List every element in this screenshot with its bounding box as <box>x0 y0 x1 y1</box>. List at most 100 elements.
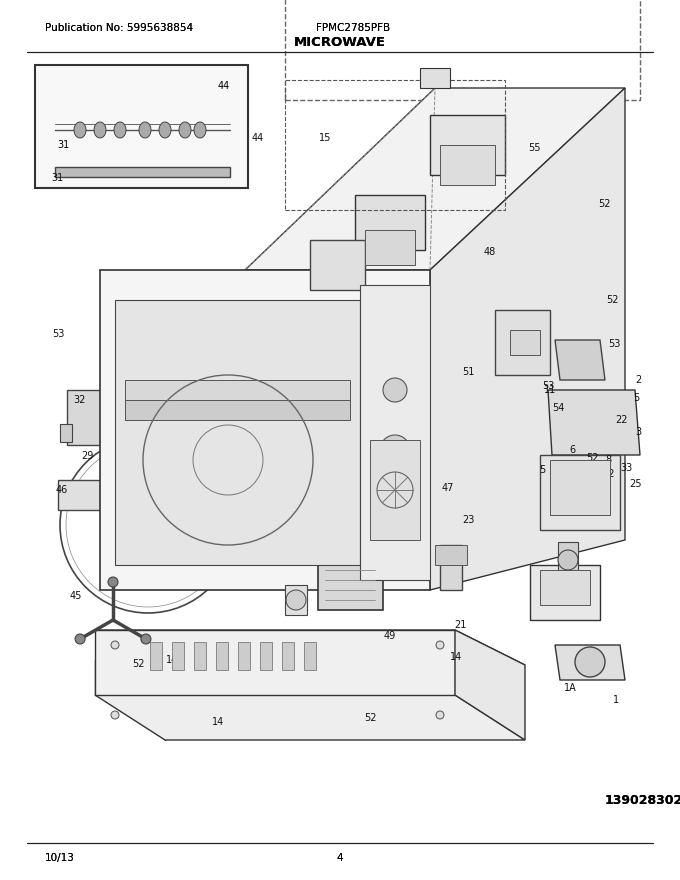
Text: FPMC2785PFB: FPMC2785PFB <box>316 23 390 33</box>
Text: Publication No: 5995638854: Publication No: 5995638854 <box>45 23 193 33</box>
Circle shape <box>558 550 578 570</box>
Polygon shape <box>114 122 126 138</box>
Bar <box>304 642 316 670</box>
Polygon shape <box>125 380 350 420</box>
Polygon shape <box>455 630 525 740</box>
Text: 53: 53 <box>279 299 292 309</box>
Bar <box>100 270 430 590</box>
Polygon shape <box>95 630 455 695</box>
Text: 13: 13 <box>162 553 174 563</box>
Bar <box>194 642 206 670</box>
Text: MICROWAVE: MICROWAVE <box>294 35 386 48</box>
Text: 4: 4 <box>337 853 343 863</box>
Text: 52: 52 <box>364 713 376 723</box>
Text: 55: 55 <box>528 143 540 153</box>
Text: MICROWAVE: MICROWAVE <box>294 35 386 48</box>
Text: 50: 50 <box>222 347 234 357</box>
Text: 24: 24 <box>449 563 462 573</box>
Text: 53: 53 <box>52 329 64 339</box>
Text: 22: 22 <box>616 415 628 425</box>
Text: 6: 6 <box>557 467 563 477</box>
Polygon shape <box>555 645 625 680</box>
Text: 44: 44 <box>218 81 231 91</box>
Circle shape <box>575 647 605 677</box>
Bar <box>318 552 383 610</box>
Text: 53: 53 <box>236 327 248 337</box>
Text: 5: 5 <box>539 465 545 475</box>
Text: 3: 3 <box>635 427 641 437</box>
Bar <box>238 642 250 670</box>
Text: 30: 30 <box>290 515 302 525</box>
Polygon shape <box>139 122 151 138</box>
Bar <box>495 310 550 375</box>
Text: 54: 54 <box>551 403 564 413</box>
Bar <box>530 565 600 620</box>
Bar <box>216 642 228 670</box>
Bar <box>365 230 415 265</box>
Bar <box>440 145 495 185</box>
Polygon shape <box>58 480 102 510</box>
Polygon shape <box>125 400 350 420</box>
Text: 11: 11 <box>544 385 556 395</box>
Text: 31: 31 <box>57 140 69 150</box>
Text: 27: 27 <box>415 279 428 289</box>
Text: 53: 53 <box>186 549 198 559</box>
Polygon shape <box>94 122 106 138</box>
Bar <box>172 642 184 670</box>
Text: 49: 49 <box>562 483 574 493</box>
Bar <box>55 167 230 177</box>
Text: 2: 2 <box>635 375 641 385</box>
Text: 1: 1 <box>613 695 619 705</box>
Text: 33: 33 <box>620 463 632 473</box>
Text: 52: 52 <box>602 469 614 479</box>
Bar <box>60 424 72 442</box>
Circle shape <box>436 711 444 719</box>
Bar <box>440 545 462 590</box>
Text: 21: 21 <box>454 620 466 630</box>
Bar <box>540 455 620 530</box>
Polygon shape <box>194 122 206 138</box>
Bar <box>355 195 425 250</box>
Text: 52: 52 <box>606 295 618 305</box>
Text: 28: 28 <box>276 291 288 301</box>
Text: 45: 45 <box>70 591 82 601</box>
Text: 1A: 1A <box>564 683 577 693</box>
Text: 5: 5 <box>633 393 639 403</box>
Circle shape <box>75 634 85 644</box>
Text: 10/13: 10/13 <box>45 853 75 863</box>
Text: 52: 52 <box>132 659 144 669</box>
Text: 10/13: 10/13 <box>45 853 75 863</box>
Polygon shape <box>95 630 525 665</box>
Text: 26: 26 <box>366 341 378 351</box>
Text: 53: 53 <box>542 381 554 391</box>
Bar <box>370 440 420 540</box>
Polygon shape <box>179 122 191 138</box>
Text: Publication No: 5995638854: Publication No: 5995638854 <box>45 23 193 33</box>
Circle shape <box>111 711 119 719</box>
Text: 4: 4 <box>413 355 419 365</box>
Polygon shape <box>74 122 86 138</box>
Polygon shape <box>555 340 605 380</box>
Polygon shape <box>430 88 625 590</box>
Bar <box>360 285 430 580</box>
Bar <box>558 542 578 580</box>
Circle shape <box>108 577 118 587</box>
Text: 46: 46 <box>56 485 68 495</box>
Polygon shape <box>548 390 640 455</box>
Text: 139028302: 139028302 <box>605 794 680 806</box>
Polygon shape <box>245 88 625 270</box>
Text: 139028302: 139028302 <box>605 794 680 806</box>
Text: 6: 6 <box>569 445 575 455</box>
Circle shape <box>380 435 410 465</box>
Bar <box>430 115 505 175</box>
Bar <box>420 68 450 88</box>
Text: 14: 14 <box>166 655 178 665</box>
Text: 29: 29 <box>81 451 93 461</box>
Text: 4: 4 <box>337 853 343 863</box>
Text: 14: 14 <box>212 717 224 727</box>
Text: 52: 52 <box>598 199 610 209</box>
Bar <box>510 330 540 355</box>
Text: 8: 8 <box>605 455 611 465</box>
Text: 52: 52 <box>585 453 598 463</box>
Text: 52: 52 <box>592 365 605 375</box>
